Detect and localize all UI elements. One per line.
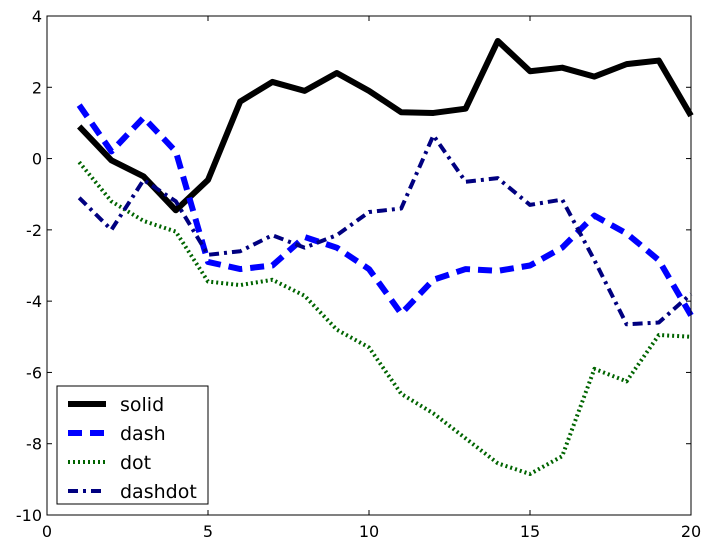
legend-label-solid: solid — [120, 394, 164, 416]
y-tick-label: -4 — [26, 292, 42, 311]
series-line-solid — [77, 37, 694, 214]
series-line-dot — [77, 160, 692, 477]
x-tick-label: 10 — [359, 522, 379, 541]
x-tick-label: 5 — [203, 522, 213, 541]
y-tick-label: -6 — [26, 363, 42, 382]
legend-label-dashdot: dashdot — [120, 481, 197, 503]
y-tick-label: -10 — [16, 506, 42, 525]
y-tick-label: -2 — [26, 221, 42, 240]
x-tick-label: 0 — [42, 522, 52, 541]
legend-label-dash: dash — [120, 423, 166, 445]
series-line-dashdot — [77, 133, 693, 327]
x-tick-label: 20 — [681, 522, 701, 541]
x-tick-label: 15 — [520, 522, 540, 541]
y-tick-label: 2 — [32, 78, 42, 97]
y-tick-label: -8 — [26, 435, 42, 454]
y-tick-label: 4 — [32, 7, 42, 26]
series-line-dash — [76, 103, 694, 317]
legend-label-dot: dot — [120, 452, 151, 474]
y-tick-label: 0 — [32, 150, 42, 169]
